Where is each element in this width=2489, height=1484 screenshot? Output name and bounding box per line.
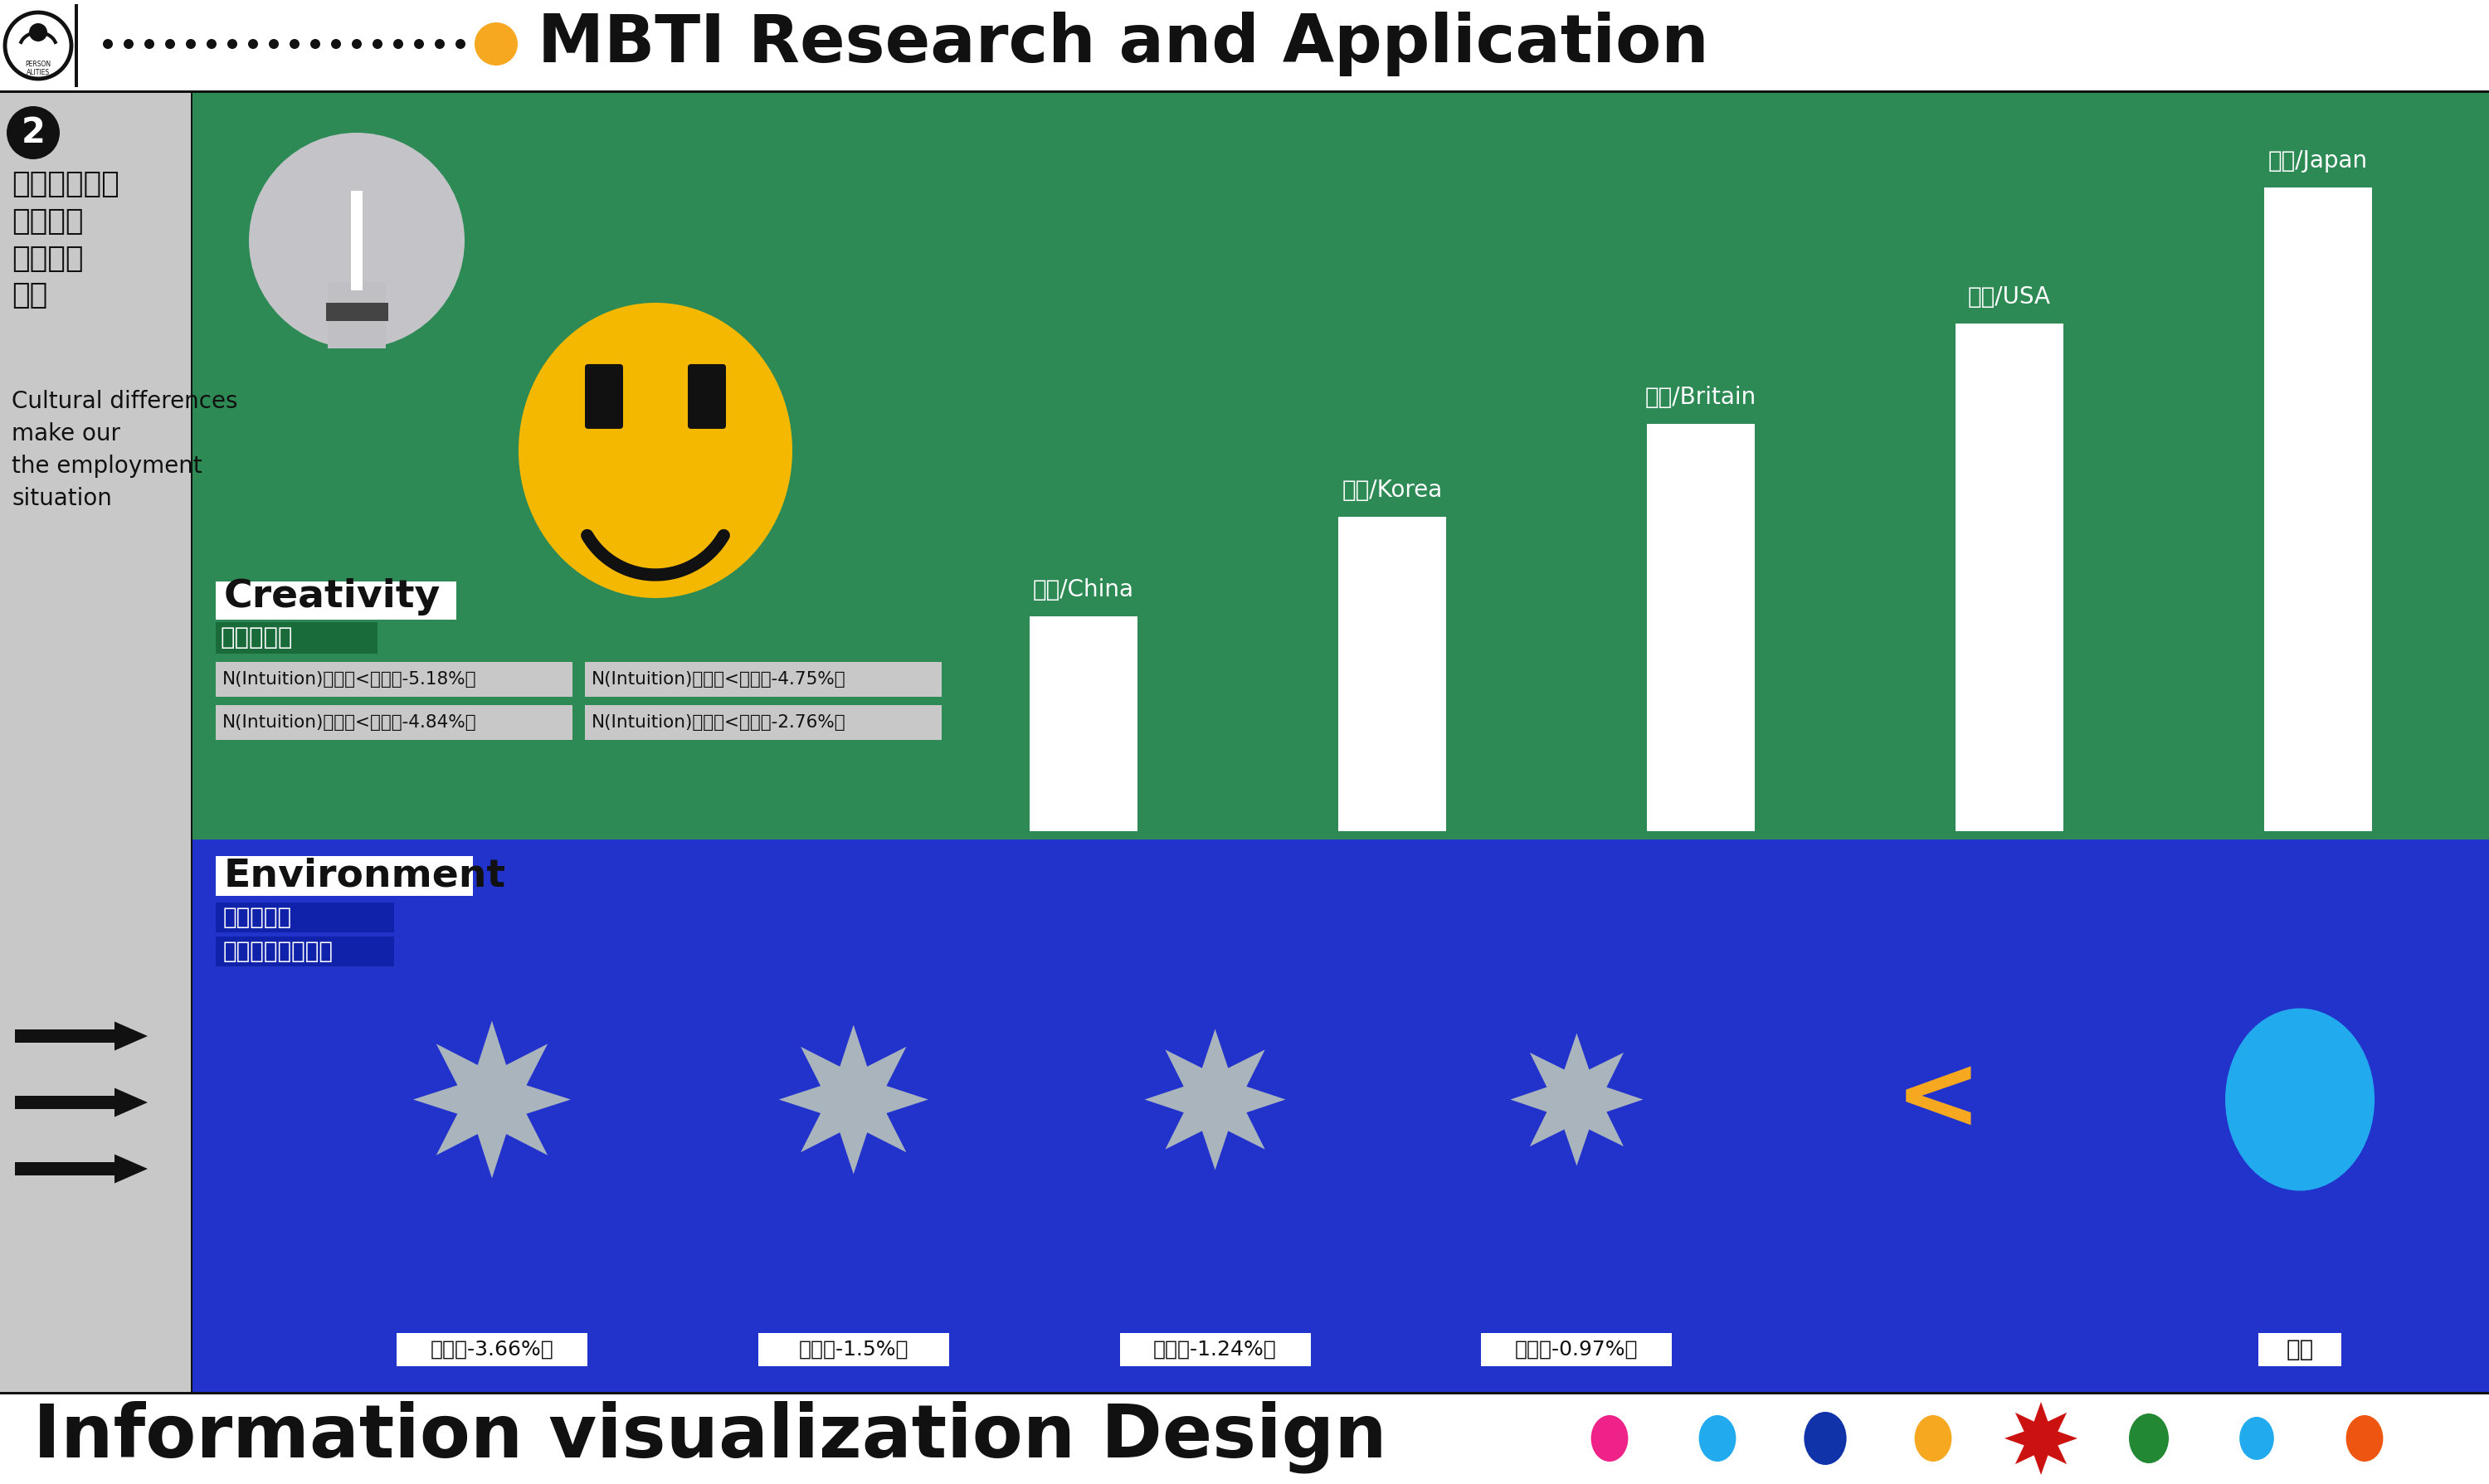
Text: MBTI Research and Application: MBTI Research and Application	[538, 12, 1710, 76]
Ellipse shape	[2347, 1416, 2382, 1462]
Ellipse shape	[1805, 1411, 1847, 1465]
Circle shape	[226, 39, 236, 49]
Ellipse shape	[1590, 1416, 1628, 1462]
Text: 论就业环境: 论就业环境	[224, 905, 291, 929]
Circle shape	[436, 39, 446, 49]
Bar	[585, 705, 941, 741]
Circle shape	[413, 39, 423, 49]
Bar	[1481, 1333, 1673, 1367]
Text: 日本/Japan: 日本/Japan	[2267, 150, 2367, 172]
Text: 韩国（-1.5%）: 韩国（-1.5%）	[799, 1340, 908, 1359]
Circle shape	[124, 39, 134, 49]
Circle shape	[164, 39, 174, 49]
Bar	[0, 91, 192, 1393]
Text: 论创造能力: 论创造能力	[222, 626, 294, 650]
Text: N(Intuition)：中国<美国（-4.75%）: N(Intuition)：中国<美国（-4.75%）	[592, 671, 846, 687]
Text: PERSON
ALITIES: PERSON ALITIES	[25, 61, 52, 76]
Circle shape	[455, 39, 465, 49]
Bar	[217, 936, 393, 966]
Text: 2: 2	[22, 116, 45, 150]
Circle shape	[187, 39, 197, 49]
Circle shape	[311, 39, 321, 49]
Circle shape	[30, 24, 47, 42]
Text: N(Intuition)：中国<英国（-5.18%）: N(Intuition)：中国<英国（-5.18%）	[222, 671, 478, 687]
Bar	[217, 662, 572, 697]
Bar	[759, 1333, 948, 1367]
Text: N(Intuition)：中国<日本（-4.84%）: N(Intuition)：中国<日本（-4.84%）	[222, 714, 478, 730]
Text: Creativity: Creativity	[224, 577, 441, 614]
Text: 美国（-0.97%）: 美国（-0.97%）	[1516, 1340, 1638, 1359]
Text: （社会平稳指数）: （社会平稳指数）	[224, 939, 334, 963]
Text: 英国（-3.66%）: 英国（-3.66%）	[431, 1340, 553, 1359]
Ellipse shape	[2225, 1008, 2375, 1190]
Circle shape	[249, 39, 259, 49]
Circle shape	[289, 39, 299, 49]
Bar	[351, 191, 363, 291]
Bar	[217, 622, 378, 653]
Circle shape	[351, 39, 361, 49]
Bar	[0, 0, 2489, 91]
Bar	[2265, 187, 2372, 831]
Circle shape	[102, 39, 112, 49]
Bar	[217, 902, 393, 932]
Text: 美国/USA: 美国/USA	[1969, 285, 2051, 309]
Bar	[75, 4, 77, 88]
Polygon shape	[1145, 1028, 1287, 1169]
Bar	[329, 282, 386, 349]
Bar	[1120, 1333, 1312, 1367]
Circle shape	[475, 22, 518, 65]
Bar	[1339, 516, 1446, 831]
Text: 中西文化差异
使我们的
就业形势
变成: 中西文化差异 使我们的 就业形势 变成	[12, 171, 119, 310]
Text: Environment: Environment	[224, 858, 505, 895]
Text: 英国/Britain: 英国/Britain	[1645, 386, 1757, 408]
Polygon shape	[779, 1025, 928, 1174]
Bar	[1030, 617, 1137, 831]
FancyBboxPatch shape	[687, 364, 727, 429]
Text: 中国: 中国	[2285, 1339, 2315, 1361]
FancyArrow shape	[15, 1155, 147, 1183]
Circle shape	[269, 39, 279, 49]
Bar	[217, 856, 473, 896]
Text: 韩国/Korea: 韩国/Korea	[1342, 478, 1444, 502]
Text: 中国/China: 中国/China	[1033, 579, 1135, 601]
Bar	[0, 1392, 2489, 1395]
Circle shape	[373, 39, 383, 49]
Text: N(Intuition)：中国<韩国（-2.76%）: N(Intuition)：中国<韩国（-2.76%）	[592, 714, 846, 730]
Bar	[396, 1333, 587, 1367]
Bar	[1648, 423, 1755, 831]
Polygon shape	[413, 1021, 570, 1178]
Bar	[585, 662, 941, 697]
Circle shape	[249, 132, 465, 349]
Bar	[0, 91, 2489, 93]
Text: Cultural differences
make our
the employment
situation: Cultural differences make our the employ…	[12, 390, 239, 510]
FancyArrow shape	[15, 1021, 147, 1051]
Polygon shape	[1511, 1033, 1643, 1166]
Ellipse shape	[2128, 1413, 2168, 1463]
Ellipse shape	[518, 303, 792, 598]
Circle shape	[393, 39, 403, 49]
Bar	[217, 705, 572, 741]
Ellipse shape	[1700, 1416, 1735, 1462]
Polygon shape	[2004, 1402, 2078, 1475]
Ellipse shape	[2240, 1417, 2275, 1460]
FancyArrow shape	[15, 1088, 147, 1117]
Bar	[192, 91, 2489, 840]
Bar	[326, 303, 388, 321]
Circle shape	[7, 107, 60, 159]
Text: 日本（-1.24%）: 日本（-1.24%）	[1152, 1340, 1277, 1359]
FancyBboxPatch shape	[585, 364, 622, 429]
Bar	[192, 840, 2489, 1393]
Circle shape	[331, 39, 341, 49]
Text: Information visualization Design: Information visualization Design	[32, 1401, 1386, 1474]
Bar	[217, 582, 455, 620]
Bar	[1956, 324, 2063, 831]
Bar	[2258, 1333, 2342, 1367]
Bar	[0, 1393, 2489, 1484]
Ellipse shape	[1914, 1416, 1951, 1462]
Circle shape	[144, 39, 154, 49]
Circle shape	[207, 39, 217, 49]
Text: <: <	[1894, 1049, 1981, 1150]
